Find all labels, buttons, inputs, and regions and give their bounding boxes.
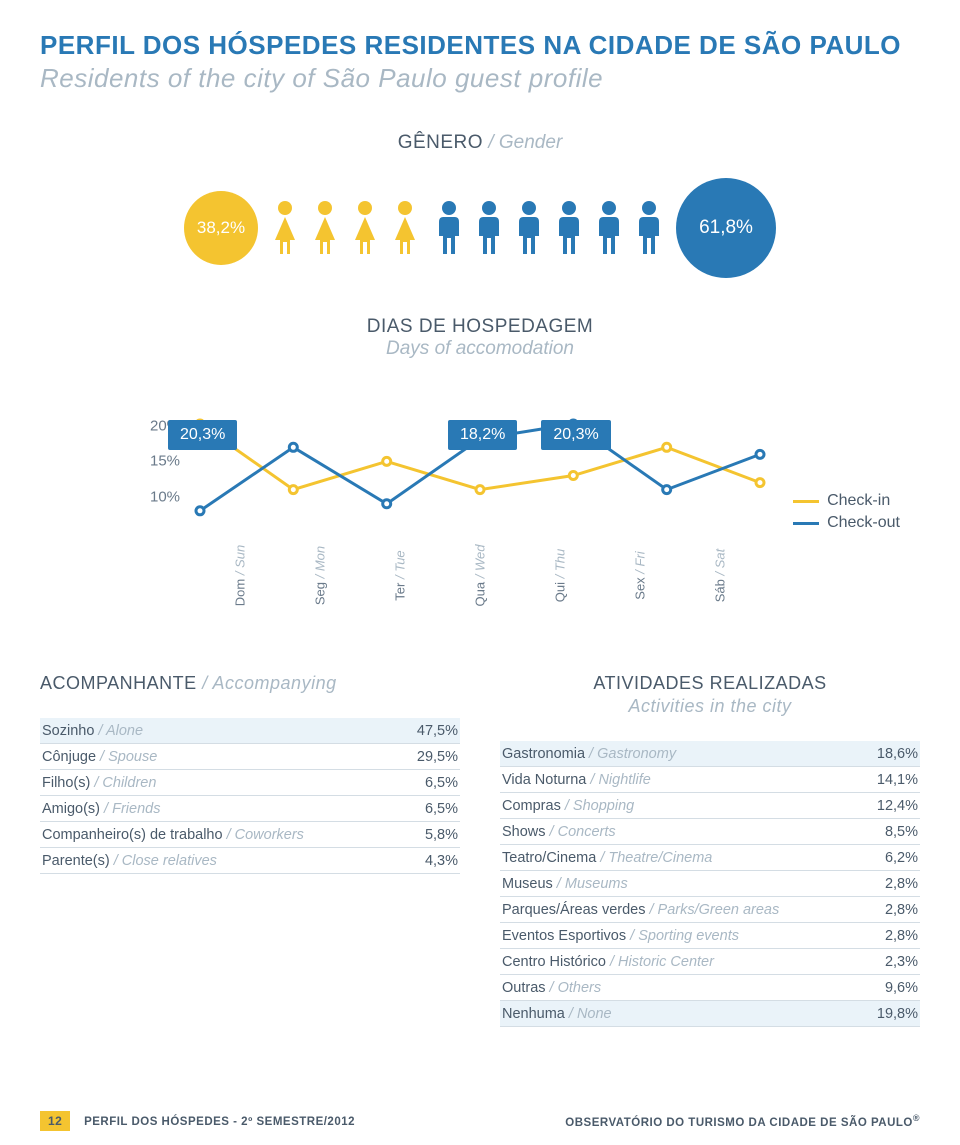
accompanying-row: Cônjuge / Spouse29,5%	[40, 744, 460, 770]
gender-heading-en: / Gender	[483, 132, 562, 153]
page-footer: 12 PERFIL DOS HÓSPEDES - 2º SEMESTRE/201…	[40, 1113, 920, 1129]
male-pct-circle: 61,8%	[676, 178, 776, 278]
male-icon	[632, 200, 666, 256]
male-pct: 61,8%	[699, 217, 753, 239]
accompanying-row: Amigo(s) / Friends6,5%	[40, 796, 460, 822]
gender-heading-pt: GÊNERO	[398, 132, 483, 153]
accompanying-row: Filho(s) / Children6,5%	[40, 770, 460, 796]
male-icon	[512, 200, 546, 256]
page-number: 12	[40, 1111, 70, 1131]
female-pct: 38,2%	[197, 218, 245, 238]
accompanying-heading-en: / Accompanying	[197, 673, 337, 693]
activities-row: Gastronomia / Gastronomy18,6%	[500, 741, 920, 767]
ytick: 15%	[150, 453, 180, 470]
days-xaxis: Dom / SunSeg / MonTer / TueQua / WedQui …	[200, 538, 760, 583]
female-icons	[268, 200, 422, 256]
gender-heading: GÊNERO / Gender	[40, 132, 920, 154]
gender-row: 38,2% 61,8%	[40, 178, 920, 278]
xaxis-label: Dom / Sun	[233, 536, 248, 616]
days-heading-pt: DIAS DE HOSPEDAGEM	[367, 316, 594, 337]
female-icon	[308, 200, 342, 256]
footer-right: OBSERVATÓRIO DO TURISMO DA CIDADE DE SÃO…	[565, 1113, 920, 1129]
female-pct-circle: 38,2%	[184, 191, 258, 265]
xaxis-label: Seg / Mon	[313, 536, 328, 616]
activities-row: Centro Histórico / Historic Center2,3%	[500, 949, 920, 975]
title-pt: PERFIL DOS HÓSPEDES RESIDENTES NA CIDADE…	[40, 30, 920, 61]
activities-row: Vida Noturna / Nightlife14,1%	[500, 767, 920, 793]
days-chart: 20%15%10% Dom / SunSeg / MonTer / TueQua…	[40, 412, 920, 583]
xaxis-label: Sáb / Sat	[713, 536, 728, 616]
chart-value-badge: 18,2%	[448, 420, 517, 450]
male-icon	[552, 200, 586, 256]
accompanying-row: Parente(s) / Close relatives4,3%	[40, 848, 460, 874]
activities-heading-en: Activities in the city	[500, 696, 920, 717]
female-icon	[388, 200, 422, 256]
xaxis-label: Sex / Fri	[633, 536, 648, 616]
male-icon	[472, 200, 506, 256]
female-icon	[268, 200, 302, 256]
activities-row: Parques/Áreas verdes / Parks/Green areas…	[500, 897, 920, 923]
days-heading: DIAS DE HOSPEDAGEM Days of accomodation	[40, 316, 920, 360]
accompanying-row: Companheiro(s) de trabalho / Coworkers5,…	[40, 822, 460, 848]
xaxis-label: Ter / Tue	[393, 536, 408, 616]
accompanying-table: ACOMPANHANTE / Accompanying Sozinho / Al…	[40, 673, 460, 1027]
male-icons	[432, 200, 666, 256]
xaxis-label: Qui / Thu	[553, 536, 568, 616]
activities-row: Teatro/Cinema / Theatre/Cinema6,2%	[500, 845, 920, 871]
female-icon	[348, 200, 382, 256]
chart-value-badge: 20,3%	[168, 420, 237, 450]
legend-item: Check-out	[793, 514, 900, 532]
ytick: 10%	[150, 488, 180, 505]
registered-mark: ®	[913, 1113, 920, 1123]
activities-heading-pt: ATIVIDADES REALIZADAS	[593, 673, 826, 693]
activities-row: Compras / Shopping12,4%	[500, 793, 920, 819]
activities-table: ATIVIDADES REALIZADAS Activities in the …	[500, 673, 920, 1027]
tables-row: ACOMPANHANTE / Accompanying Sozinho / Al…	[40, 673, 920, 1027]
footer-right-text: OBSERVATÓRIO DO TURISMO DA CIDADE DE SÃO…	[565, 1117, 913, 1129]
accompanying-row: Sozinho / Alone47,5%	[40, 718, 460, 744]
accompanying-heading: ACOMPANHANTE / Accompanying	[40, 673, 460, 694]
activities-row: Shows / Concerts8,5%	[500, 819, 920, 845]
xaxis-label: Qua / Wed	[473, 536, 488, 616]
footer-left-text: PERFIL DOS HÓSPEDES - 2º SEMESTRE/2012	[84, 1116, 355, 1128]
male-icon	[592, 200, 626, 256]
legend-item: Check-in	[793, 492, 900, 510]
page-title: PERFIL DOS HÓSPEDES RESIDENTES NA CIDADE…	[40, 30, 920, 94]
activities-row: Eventos Esportivos / Sporting events2,8%	[500, 923, 920, 949]
footer-left: 12 PERFIL DOS HÓSPEDES - 2º SEMESTRE/201…	[40, 1114, 355, 1128]
activities-row: Outras / Others9,6%	[500, 975, 920, 1001]
days-heading-en: Days of accomodation	[386, 338, 574, 359]
male-icon	[432, 200, 466, 256]
activities-heading: ATIVIDADES REALIZADAS Activities in the …	[500, 673, 920, 717]
days-legend: Check-in Check-out	[793, 492, 900, 536]
chart-value-badge: 20,3%	[541, 420, 610, 450]
activities-row: Nenhuma / None19,8%	[500, 1001, 920, 1027]
accompanying-heading-pt: ACOMPANHANTE	[40, 673, 197, 693]
activities-row: Museus / Museums2,8%	[500, 871, 920, 897]
title-en: Residents of the city of São Paulo guest…	[40, 63, 920, 94]
